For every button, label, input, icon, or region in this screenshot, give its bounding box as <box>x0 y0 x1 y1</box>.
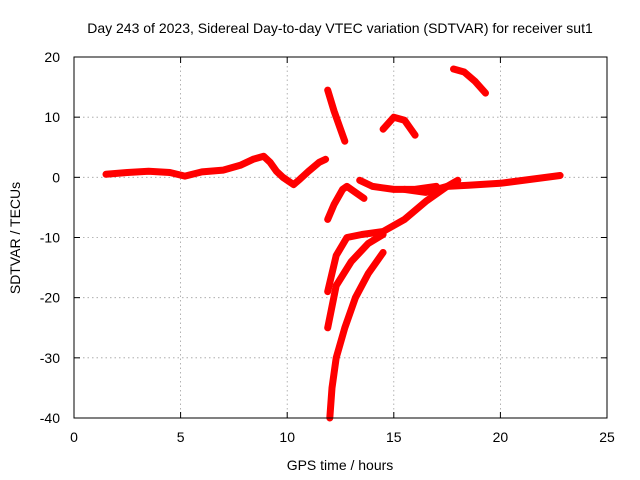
series-arc-g <box>324 231 387 332</box>
series-arc-a <box>324 86 349 145</box>
y-tick-label: 0 <box>52 169 60 185</box>
x-tick-label: 0 <box>70 429 78 445</box>
series-arc-e <box>450 65 489 97</box>
series-arc-d <box>379 113 419 139</box>
x-tick-label: 10 <box>279 429 295 445</box>
series-baseline <box>102 152 330 189</box>
grid <box>74 57 607 418</box>
series-arc-h <box>324 176 462 296</box>
chart-title: Day 243 of 2023, Sidereal Day-to-day VTE… <box>87 20 593 36</box>
y-tick-label: 20 <box>44 49 60 65</box>
y-axis-label: SDTVAR / TECUs <box>7 182 23 294</box>
series-arc-f <box>326 249 387 422</box>
x-tick-label: 25 <box>599 429 615 445</box>
y-tick-label: -30 <box>40 350 60 366</box>
y-tick-label: 10 <box>44 109 60 125</box>
x-tick-label: 15 <box>386 429 402 445</box>
x-tick-label: 20 <box>493 429 509 445</box>
x-axis-label: GPS time / hours <box>287 457 394 473</box>
series-arc-b <box>324 182 368 223</box>
data-series <box>102 65 564 422</box>
y-tick-label: -40 <box>40 410 60 426</box>
axis-ticks: 0 5 10 15 20 25 -40 -30 -20 -10 0 10 20 <box>40 49 615 445</box>
series-arc-i <box>401 172 564 196</box>
y-tick-label: -10 <box>40 230 60 246</box>
series-arc-c <box>356 176 440 193</box>
y-tick-label: -20 <box>40 290 60 306</box>
x-tick-label: 5 <box>177 429 185 445</box>
